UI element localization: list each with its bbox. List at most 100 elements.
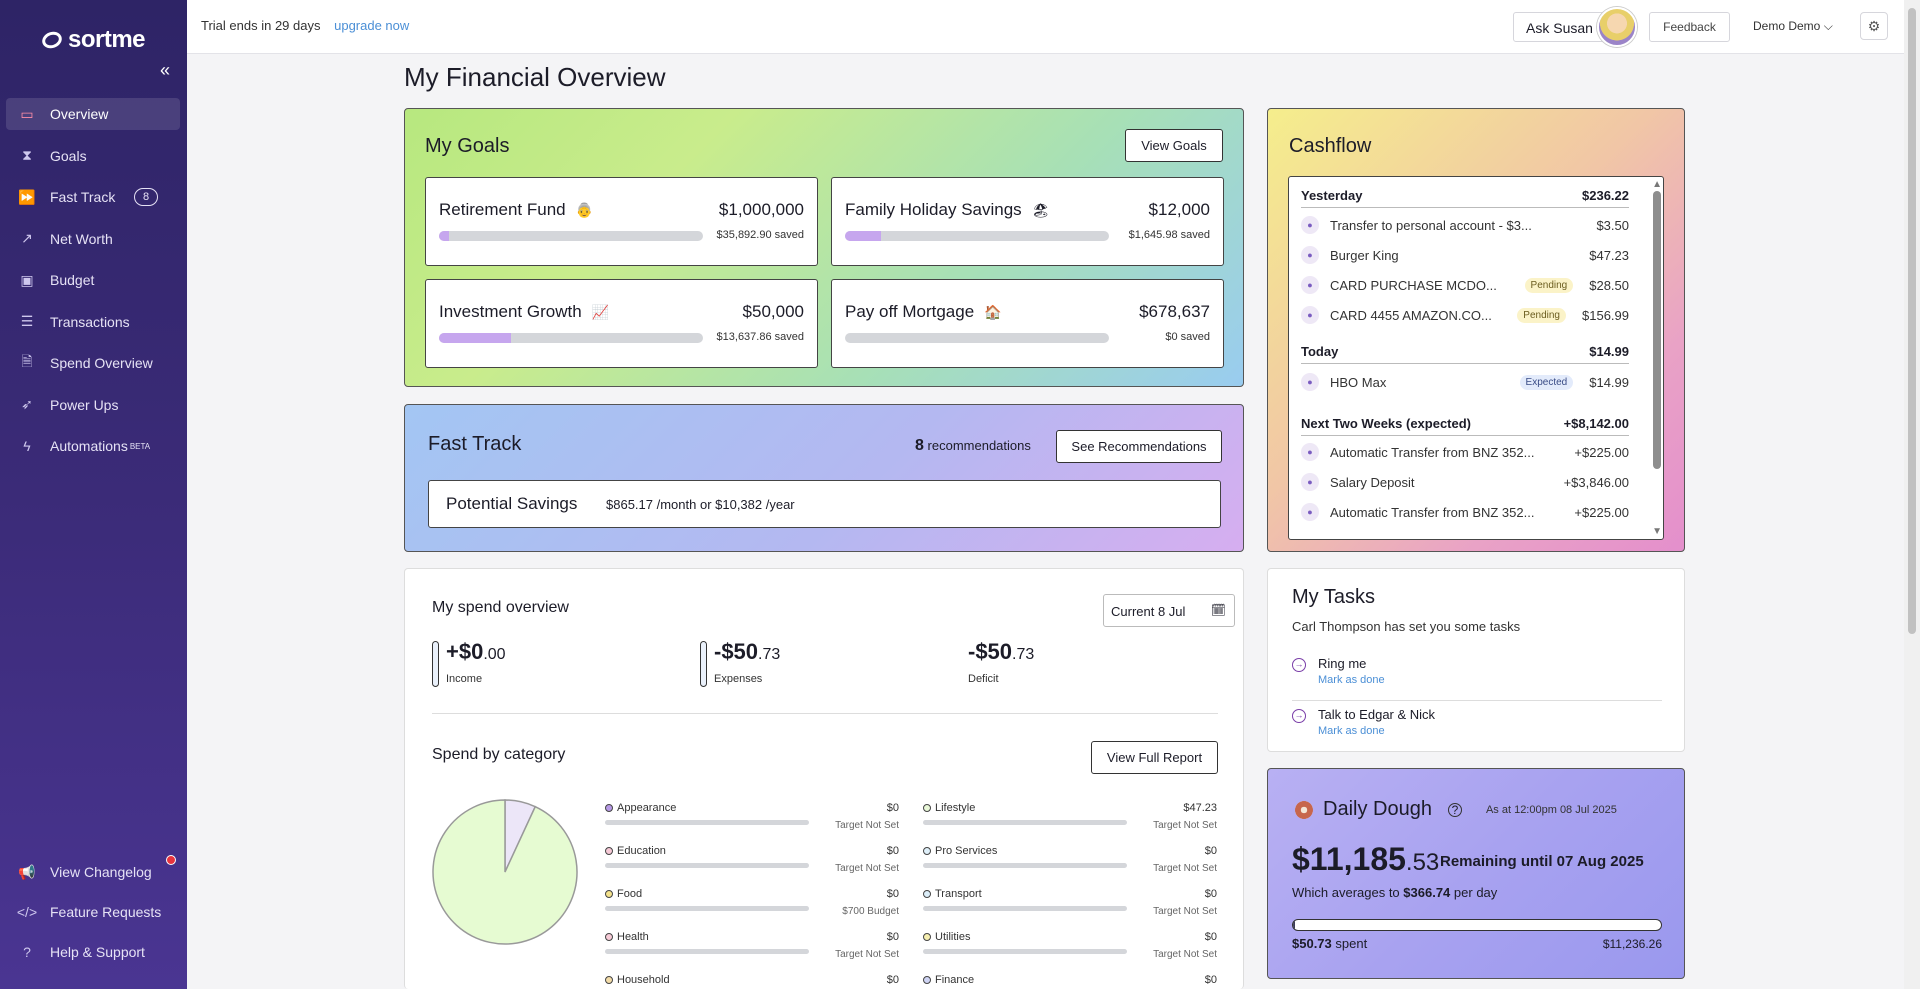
sidebar-item-power-ups[interactable]: ➶ Power Ups: [6, 389, 180, 421]
cashflow-scrollbar[interactable]: [1653, 191, 1661, 469]
category-bar: [605, 906, 809, 911]
feedback-button[interactable]: Feedback: [1649, 12, 1730, 42]
transaction-icon: ●: [1301, 473, 1319, 491]
sidebar-item-goals[interactable]: ⧗ Goals: [6, 140, 180, 172]
assistant-avatar[interactable]: [1597, 7, 1637, 47]
transaction-row[interactable]: ● Burger King $47.23: [1301, 244, 1629, 266]
goal-card[interactable]: Pay off Mortgage 🏠 $678,637 $0 saved: [831, 279, 1224, 368]
category-name: Utilities: [935, 931, 971, 943]
goals-title: My Goals: [425, 135, 510, 157]
changelog-notification-dot: [166, 855, 176, 865]
cashflow-list[interactable]: ▲ ▼ Yesterday $236.22 Today $14.99 Next Two …: [1288, 176, 1664, 540]
goal-card[interactable]: Family Holiday Savings 🏖 $12,000 $1,645.98 …: [831, 177, 1224, 266]
list-icon: ☰: [20, 313, 34, 329]
transaction-row[interactable]: ● CARD PURCHASE MCDO... Pending $28.50: [1301, 274, 1629, 296]
transaction-row[interactable]: ● CARD 4455 AMAZON.CO... Pending $156.99: [1301, 304, 1629, 326]
dough-progress-fill: [1293, 920, 1295, 930]
category-row[interactable]: Finance $0: [923, 974, 1217, 989]
mark-as-done-link[interactable]: Mark as done: [1318, 674, 1385, 686]
category-row[interactable]: Household $0: [605, 974, 899, 989]
category-target: $700 Budget: [842, 906, 899, 917]
potential-savings-values: $865.17 /month or $10,382 /year: [606, 497, 795, 512]
beta-tag: BETA: [129, 441, 151, 451]
upgrade-link[interactable]: upgrade now: [334, 18, 410, 33]
sidebar-item-budget[interactable]: ▣ Budget: [6, 264, 180, 296]
category-value: $0: [886, 845, 899, 857]
sidebar-item-label: Help & Support: [50, 944, 145, 960]
goals-icon: ⧗: [22, 147, 32, 163]
category-color-dot: [605, 847, 613, 855]
category-name: Transport: [935, 888, 982, 900]
sidebar-item-label: Net Worth: [50, 230, 113, 247]
transaction-row[interactable]: ● Salary Deposit +$3,846.00: [1301, 471, 1629, 493]
sidebar-bottom-nav: 📢 View Changelog </> Feature Requests ? Help …: [6, 856, 180, 976]
sidebar-item-overview[interactable]: ▭ Overview: [6, 98, 180, 130]
category-row[interactable]: Health $0 Target Not Set: [605, 931, 899, 971]
sidebar-item-label: Spend Overview: [50, 355, 153, 371]
tasks-card: My Tasks Carl Thompson has set you some …: [1267, 568, 1685, 752]
sidebar-item-feature-requests[interactable]: </> Feature Requests: [6, 896, 180, 928]
mark-as-done-link[interactable]: Mark as done: [1318, 725, 1385, 737]
goal-saved: $1,645.98 saved: [1128, 229, 1210, 241]
category-row[interactable]: Pro Services $0 Target Not Set: [923, 845, 1217, 885]
category-row[interactable]: Lifestyle $47.23 Target Not Set: [923, 802, 1217, 842]
trial-text: Trial ends in 29 days: [201, 18, 321, 33]
date-picker[interactable]: Current 8 Jul 🗓: [1103, 594, 1235, 627]
fast-track-card: Fast Track 8 recommendations See Recomme…: [404, 404, 1244, 552]
category-name: Lifestyle: [935, 802, 976, 814]
category-color-dot: [605, 890, 613, 898]
page-scrollbar-thumb[interactable]: [1908, 8, 1916, 634]
daily-average: Which averages to $366.74 per day: [1292, 885, 1498, 900]
sidebar-item-transactions[interactable]: ☰ Transactions: [6, 306, 180, 338]
category-target: Target Not Set: [835, 949, 899, 960]
sidebar-item-view-changelog[interactable]: 📢 View Changelog: [6, 856, 180, 888]
sidebar-item-help-support[interactable]: ? Help & Support: [6, 936, 180, 968]
income-label: Income: [446, 673, 483, 685]
logo[interactable]: sortme: [39, 26, 146, 54]
view-full-report-button[interactable]: View Full Report: [1091, 741, 1218, 774]
settings-gear-icon[interactable]: ⚙: [1860, 12, 1888, 40]
category-row[interactable]: Food $0 $700 Budget: [605, 888, 899, 928]
pie-slice-lifestyle[interactable]: [432, 799, 578, 945]
transaction-row[interactable]: ● Transfer to personal account - $3... $3.…: [1301, 214, 1629, 236]
task-item[interactable]: → Ring me Mark as done: [1292, 653, 1662, 701]
category-row[interactable]: Utilities $0 Target Not Set: [923, 931, 1217, 971]
sidebar-item-label: Automations: [50, 438, 128, 454]
goal-saved: $13,637.86 saved: [716, 331, 804, 343]
trial-notice: Trial ends in 29 days upgrade now: [201, 18, 409, 33]
goal-name: Investment Growth 📈: [439, 302, 610, 321]
category-row[interactable]: Education $0 Target Not Set: [605, 845, 899, 885]
calendar-icon: 🗓: [1210, 603, 1226, 617]
transaction-row[interactable]: ● Automatic Transfer from BNZ 352... +$225…: [1301, 501, 1629, 523]
goal-progress-bar: [845, 231, 1109, 241]
goal-emoji-icon: 📈: [591, 304, 610, 320]
category-bar: [923, 949, 1127, 954]
category-value: $0: [1204, 974, 1217, 986]
scroll-down-icon[interactable]: ▼: [1652, 526, 1662, 537]
goal-card[interactable]: Retirement Fund 👵 $1,000,000 $35,892.90 sav…: [425, 177, 818, 266]
goal-card[interactable]: Investment Growth 📈 $50,000 $13,637.86 save…: [425, 279, 818, 368]
sidebar-item-fast-track[interactable]: ⏩ Fast Track 8: [6, 181, 180, 213]
sidebar-item-spend-overview[interactable]: 🗎 Spend Overview: [6, 347, 180, 379]
user-name: Demo Demo: [1753, 19, 1821, 33]
help-icon[interactable]: ?: [1447, 802, 1462, 817]
sidebar-item-automations[interactable]: ϟ Automations BETA: [6, 430, 180, 462]
task-item[interactable]: → Talk to Edgar & Nick Mark as done: [1292, 704, 1662, 752]
user-menu[interactable]: Demo Demo ⌵: [1753, 19, 1833, 34]
category-bar: [923, 906, 1127, 911]
transaction-row[interactable]: ● Automatic Transfer from BNZ 352... +$225…: [1301, 441, 1629, 463]
goals-card: My Goals View Goals Retirement Fund 👵 $1,0…: [404, 108, 1244, 387]
transaction-name: CARD 4455 AMAZON.CO...: [1330, 307, 1492, 323]
category-row[interactable]: Appearance $0 Target Not Set: [605, 802, 899, 842]
rocket-icon: ➶: [21, 396, 33, 412]
rec-count-number: 8: [915, 437, 924, 454]
category-color-dot: [605, 976, 613, 984]
category-row[interactable]: Transport $0 Target Not Set: [923, 888, 1217, 928]
transaction-icon: ●: [1301, 216, 1319, 234]
view-goals-button[interactable]: View Goals: [1125, 129, 1223, 162]
sidebar-item-net-worth[interactable]: ↗ Net Worth: [6, 223, 180, 255]
scroll-up-icon[interactable]: ▲: [1652, 179, 1662, 190]
see-recommendations-button[interactable]: See Recommendations: [1056, 430, 1222, 463]
transaction-row[interactable]: ● HBO Max Expected $14.99: [1301, 371, 1629, 393]
collapse-sidebar-icon[interactable]: «: [160, 60, 171, 80]
